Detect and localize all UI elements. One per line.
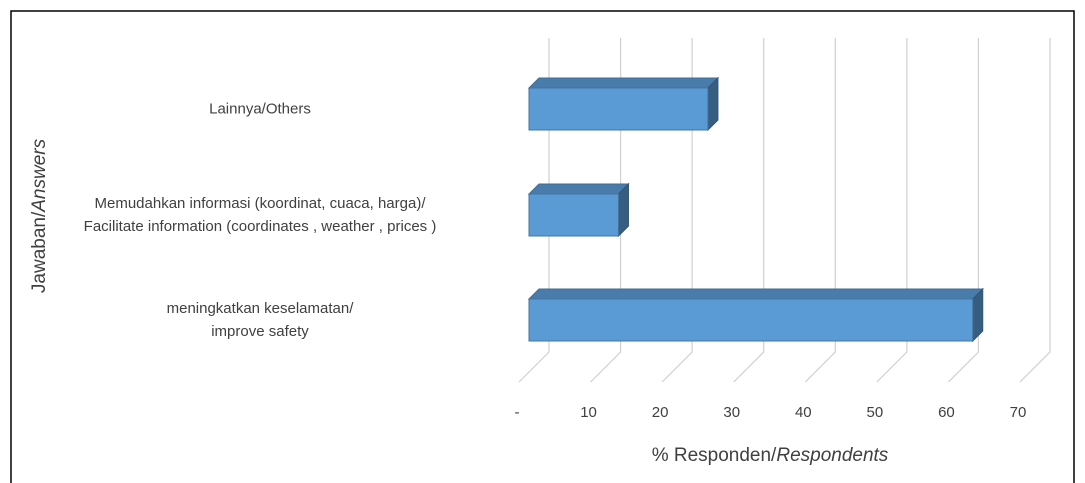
x-tick-label: 40 [795,404,812,421]
x-tick-label: 50 [867,404,884,421]
grid-line [876,38,908,383]
bar-side [972,287,984,343]
grid-line [733,38,765,383]
y-tick-label: meningkatkan keselamatan/ improve safety [166,300,354,340]
x-axis-title: % Responden/Respondents [652,445,889,466]
grid-line [661,38,693,383]
x-axis-title-part: Respondents [776,445,888,466]
bar-side [617,182,629,238]
bar-side [707,76,719,132]
y-tick-label: Lainnya/Others [209,100,311,118]
grid-line [1019,38,1051,383]
grid-line [804,38,836,383]
x-tick-label: 30 [723,404,740,421]
bar [528,298,974,342]
y-axis-title-part: Answers [29,138,50,212]
bar-top [527,183,630,195]
frame [10,10,1075,483]
y-axis-title: Jawaban/Answers [29,138,50,293]
x-tick-label: 10 [580,404,597,421]
bar [528,87,709,131]
y-axis-title-part: Jawaban/ [29,211,50,293]
bar-top [527,77,720,89]
grid-line [948,38,980,383]
x-tick-label: 20 [652,404,669,421]
x-tick-label: - [515,404,520,421]
y-tick-label: Memudahkan informasi (koordinat, cuaca, … [83,195,437,235]
x-tick-label: 60 [938,404,955,421]
bar [528,193,619,237]
grid-line [590,38,622,383]
x-axis-title-part: % Responden/ [652,445,777,466]
bar-top [527,288,984,300]
x-tick-label: 70 [1010,404,1027,421]
grid-line [518,38,550,383]
